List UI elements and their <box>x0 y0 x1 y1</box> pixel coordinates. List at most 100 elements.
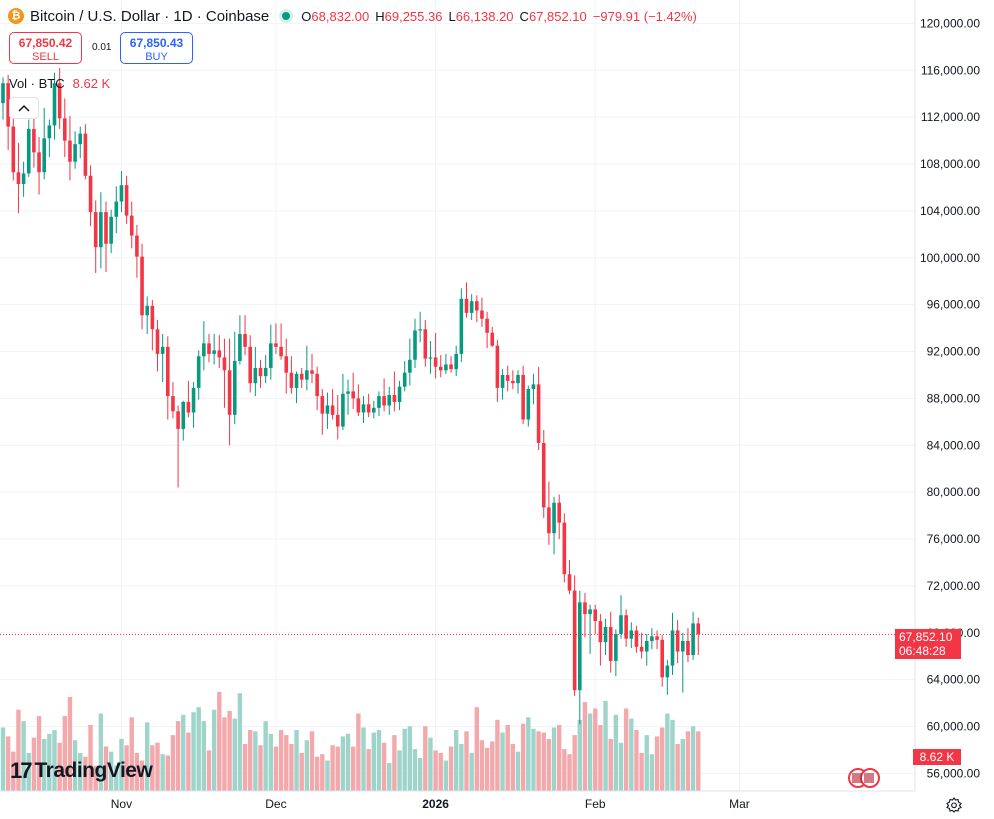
candle <box>588 604 592 654</box>
volume-bar <box>649 754 655 791</box>
candle <box>392 371 397 412</box>
candle <box>196 350 201 400</box>
volume-bar <box>356 713 361 791</box>
sell-price: 67,850.42 <box>18 36 73 50</box>
candle <box>459 288 464 363</box>
volume-bar <box>145 722 150 791</box>
candle <box>366 393 371 418</box>
candle <box>104 201 108 272</box>
volume-bar <box>644 735 649 791</box>
volume-bar <box>618 742 624 791</box>
volume-bar <box>98 713 104 791</box>
volume-bar <box>484 747 490 791</box>
volume-bar <box>268 733 273 791</box>
volume-bar <box>464 731 469 791</box>
low-value: 66,138.20 <box>455 8 514 24</box>
volume-bar <box>670 719 675 791</box>
candle <box>408 338 412 386</box>
volume-bar <box>675 744 680 791</box>
candle <box>526 385 531 427</box>
candle <box>155 319 160 372</box>
candle <box>583 592 587 638</box>
volume-bar <box>371 732 376 791</box>
symbol-title[interactable]: Bitcoin / U.S. Dollar · 1D · Coinbase <box>30 7 270 25</box>
bitcoin-icon: ₿ <box>8 8 24 24</box>
volume-bar <box>551 727 557 791</box>
volume-bar <box>47 733 52 791</box>
volume-bar <box>412 749 418 791</box>
volume-bar <box>206 750 212 791</box>
candle <box>382 378 386 412</box>
volume-bar <box>289 744 294 791</box>
volume-bar <box>129 717 134 791</box>
volume-bars <box>0 691 701 791</box>
candle <box>294 371 299 404</box>
price-tick-label: 100,000.00 <box>920 251 980 265</box>
gear-icon[interactable] <box>945 796 963 814</box>
volume-bar <box>660 727 665 791</box>
price-tick-label: 96,000.00 <box>927 298 981 312</box>
candle <box>279 323 283 360</box>
candle <box>660 635 664 687</box>
sell-label: SELL <box>32 51 59 63</box>
volume-bar <box>474 707 479 791</box>
candle <box>320 389 325 435</box>
volume-bar <box>175 721 181 791</box>
volume-bar <box>428 737 433 791</box>
volume-bar <box>248 730 253 791</box>
price-tick-label: 60,000.00 <box>927 720 981 734</box>
chevron-up-icon[interactable] <box>9 97 39 119</box>
volume-bar <box>381 742 387 791</box>
candle <box>681 632 685 693</box>
candle <box>402 360 407 392</box>
volume-bar <box>448 746 454 791</box>
candle <box>166 336 170 420</box>
volume-bar <box>160 754 165 791</box>
candle <box>614 629 618 677</box>
candle <box>372 400 376 419</box>
volume-bar <box>16 709 21 791</box>
symbol-header: ₿ Bitcoin / U.S. Dollar · 1D · Coinbase … <box>8 6 697 26</box>
candle <box>263 355 268 384</box>
candle <box>634 625 639 653</box>
candle <box>289 356 294 394</box>
candle <box>274 323 278 354</box>
candle <box>562 513 567 583</box>
sell-button[interactable]: 67,850.42 SELL <box>9 32 82 64</box>
volume-bar <box>696 731 701 791</box>
candle <box>624 609 628 647</box>
candle <box>475 295 479 323</box>
candle <box>696 617 701 656</box>
candle <box>191 382 196 428</box>
volume-legend[interactable]: Vol · BTC 8.62 K <box>9 76 110 91</box>
volume-bar <box>397 750 402 791</box>
volume-bar <box>31 737 37 791</box>
volume-bar <box>685 731 691 791</box>
candle <box>47 119 52 158</box>
candle <box>253 346 258 397</box>
time-tick-label: 2026 <box>422 797 449 811</box>
volume-bar <box>237 693 243 791</box>
spread-value: 0.01 <box>92 42 112 53</box>
volume-bar <box>376 730 382 791</box>
volume-value: 8.62 K <box>72 76 111 91</box>
candle <box>351 372 355 409</box>
candle <box>346 379 350 415</box>
volume-bar <box>536 731 541 791</box>
candle <box>639 632 644 659</box>
candle <box>212 333 216 365</box>
buy-button[interactable]: 67,850.43 BUY <box>120 32 193 64</box>
volume-bar <box>134 752 140 791</box>
candle <box>603 618 608 656</box>
tradingview-logo[interactable]: 17 TradingView <box>10 758 153 784</box>
candle <box>418 311 422 343</box>
volume-bar <box>433 750 438 791</box>
candle <box>377 391 381 417</box>
volume-bar <box>639 752 644 791</box>
candle <box>531 373 536 405</box>
volume-bar <box>557 724 562 791</box>
price-tick-label: 72,000.00 <box>927 579 981 593</box>
volume-bar <box>479 740 485 791</box>
candle <box>32 110 36 168</box>
